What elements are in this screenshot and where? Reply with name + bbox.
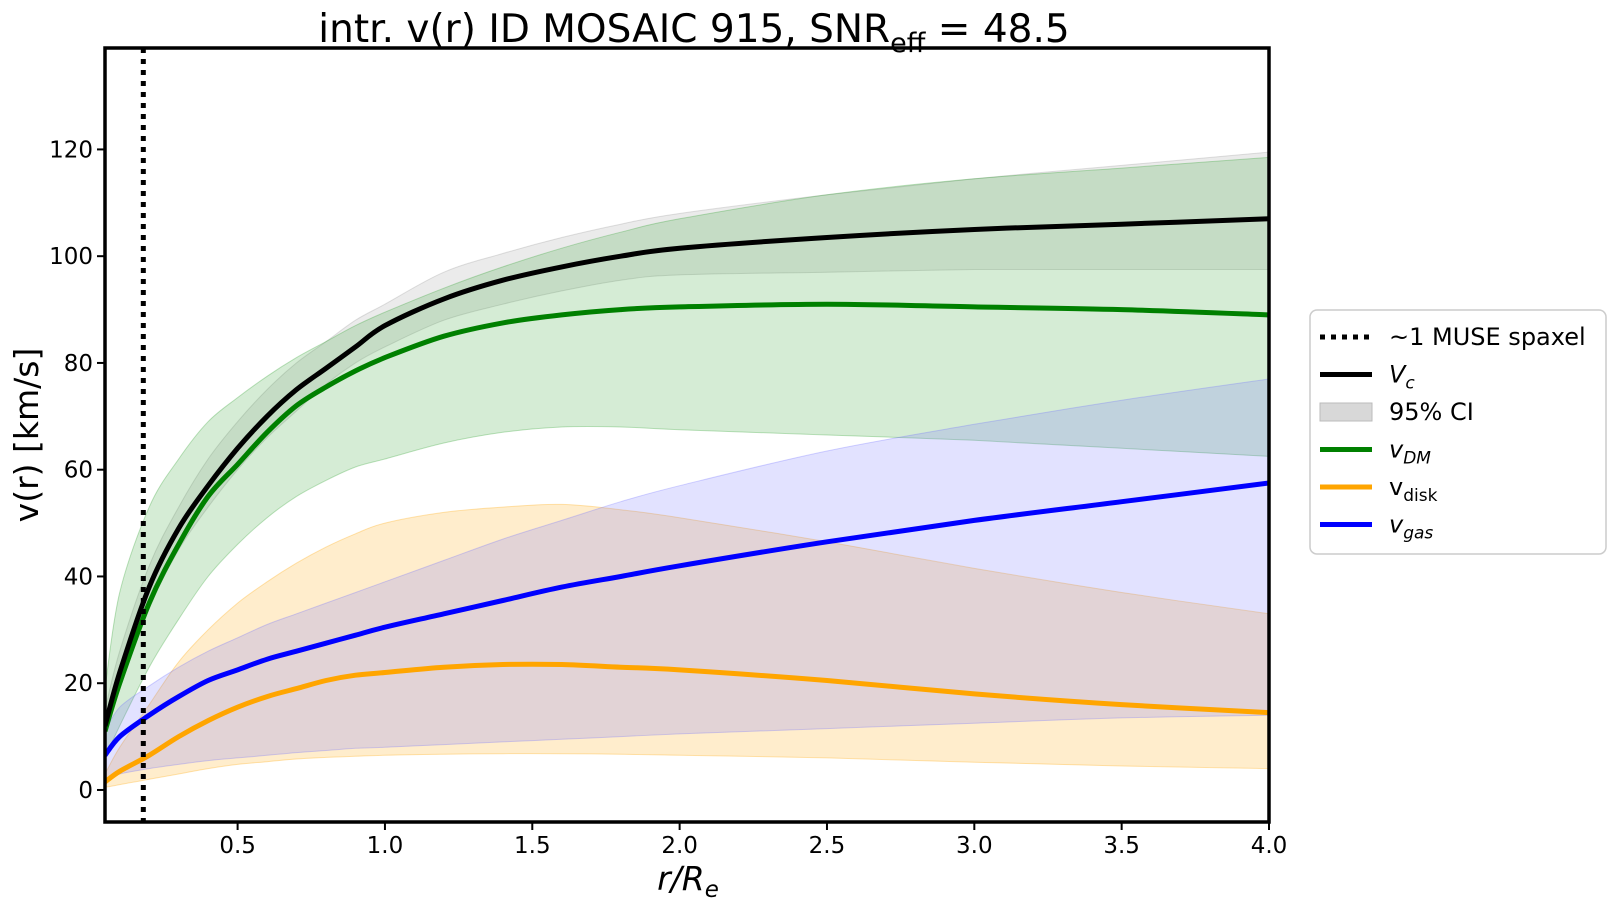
x-tick-label: 2.0 — [661, 833, 698, 859]
ci-band-v-gas — [105, 378, 1269, 780]
chart-title: intr. v(r) ID MOSAIC 915, SNReff = 48.5 — [318, 7, 1069, 59]
plot-frame — [103, 46, 1271, 824]
legend-label: vDM — [1389, 436, 1431, 469]
y-tick-label: 80 — [64, 351, 93, 377]
x-axis: 0.5 1.0 1.5 2.0 2.5 3.0 3.5 4.0 — [219, 822, 1287, 859]
legend-label: ~1 MUSE spaxel — [1389, 323, 1586, 351]
x-tick-label: 2.5 — [809, 833, 846, 859]
legend-label: Vc — [1389, 361, 1415, 394]
y-tick-label: 100 — [49, 244, 93, 270]
x-tick-label: 1.0 — [367, 833, 404, 859]
ci-band-v-c — [105, 151, 1269, 737]
y-axis: 0 20 40 60 80 100 120 — [49, 137, 105, 804]
legend-box — [1309, 309, 1607, 555]
series-line-v-c — [105, 216, 1269, 727]
legend-label: 95% CI — [1389, 398, 1474, 426]
x-tick-label: 3.0 — [956, 833, 993, 859]
series-line-v-disk — [105, 661, 1269, 785]
series-line-v-dm — [105, 301, 1269, 733]
y-tick-label: 0 — [78, 778, 93, 804]
x-tick-label: 3.5 — [1103, 833, 1140, 859]
y-tick-label: 60 — [64, 458, 93, 484]
legend: ~1 MUSE spaxel Vc 95% CI vDM vdisk vgas — [1319, 323, 1586, 544]
x-tick-label: 1.5 — [514, 833, 551, 859]
legend-swatch — [1319, 402, 1373, 422]
series-line-v-gas — [105, 480, 1269, 757]
legend-label: vdisk — [1389, 473, 1438, 506]
y-tick-label: 20 — [64, 671, 93, 697]
y-axis-label: v(r) [km/s] — [7, 348, 46, 523]
x-axis-label: r/Re — [657, 859, 719, 903]
x-tick-label: 4.0 — [1251, 833, 1288, 859]
ci-band-v-disk — [105, 503, 1269, 788]
x-tick-label: 0.5 — [219, 833, 256, 859]
series-lines — [105, 216, 1269, 785]
legend-label: vgas — [1389, 511, 1433, 544]
y-tick-label: 40 — [64, 564, 93, 590]
y-tick-label: 120 — [49, 137, 93, 163]
